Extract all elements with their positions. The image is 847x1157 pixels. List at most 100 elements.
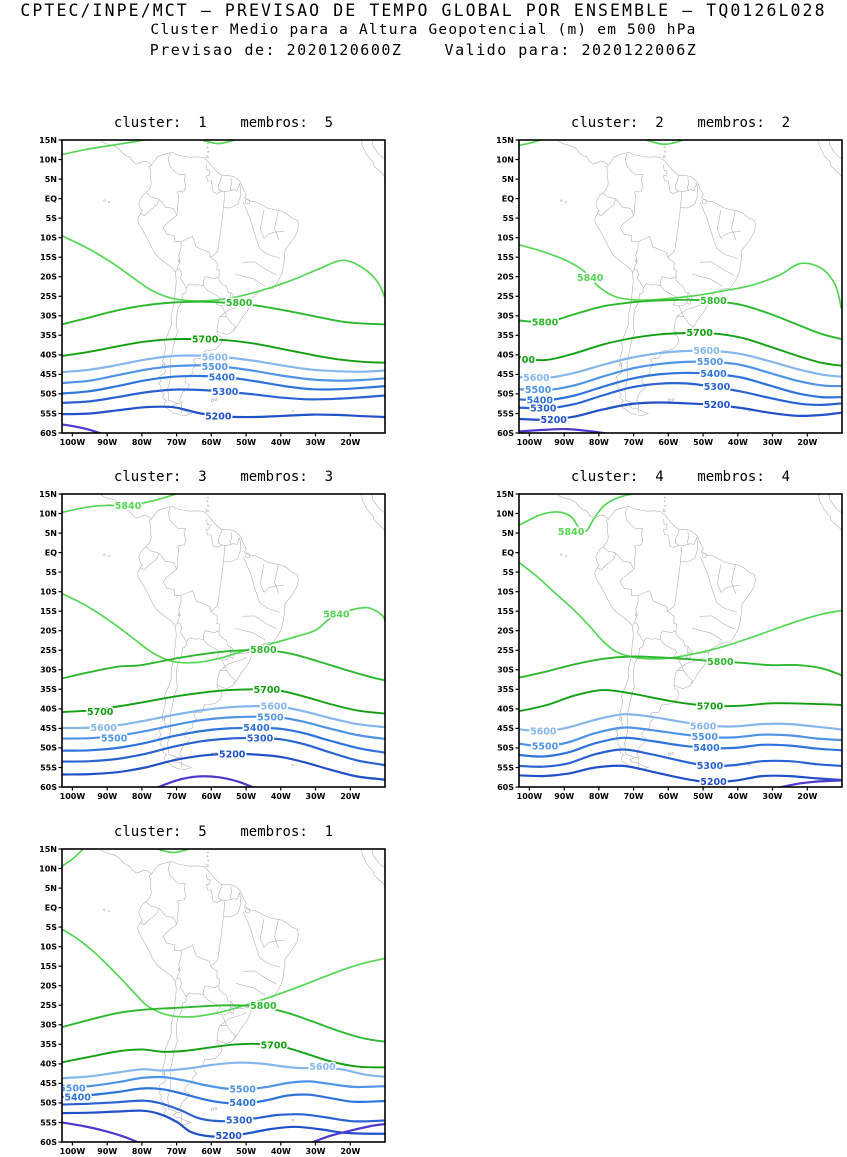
island-speck: [618, 717, 622, 721]
border-path: [140, 907, 159, 926]
island-speck: [634, 613, 638, 616]
border-path: [680, 190, 689, 192]
lat-tick-label: 15N: [496, 136, 514, 145]
lat-tick-label: 50S: [497, 744, 514, 753]
lat-tick-label: 10N: [39, 864, 57, 873]
border-path: [167, 287, 187, 404]
lat-tick-label: 35S: [497, 331, 514, 340]
border-path: [597, 198, 616, 217]
border-path: [667, 207, 681, 258]
island-speck: [748, 763, 751, 767]
africa-coast-path: [818, 494, 842, 532]
border-path: [140, 198, 159, 217]
border-path: [216, 1014, 228, 1041]
africa-inner-path: [371, 140, 385, 160]
lon-tick-label: 40W: [271, 1147, 291, 1155]
contour-path-5840: [519, 561, 842, 660]
contour-label-5800: 5800: [700, 296, 727, 307]
lon-tick-label: 70W: [167, 438, 187, 446]
lon-tick-label: 100W: [517, 438, 543, 446]
lon-tick-label: 80W: [589, 438, 609, 446]
lat-tick-label: 15N: [39, 490, 57, 499]
border-path: [274, 564, 279, 594]
island-speck: [103, 199, 106, 202]
contour-path-5100: [310, 1122, 385, 1142]
border-path: [217, 529, 222, 546]
lat-tick-label: 25S: [40, 646, 57, 655]
coastline-path: [594, 152, 756, 416]
border-path: [243, 911, 281, 968]
lat-tick-label: 45S: [40, 724, 57, 733]
lon-tick-label: 90W: [97, 792, 117, 800]
border-path: [700, 556, 738, 613]
border-path: [226, 1025, 236, 1040]
island-speck: [206, 851, 209, 854]
border-path: [177, 622, 220, 643]
contour-path-5300: [62, 1099, 385, 1123]
contour-label-5700: 5700: [87, 707, 114, 718]
lat-tick-label: 40S: [40, 1060, 57, 1069]
contour-label-5200: 5200: [540, 415, 567, 426]
cluster-panel-1: 5800 5700 5600 5500 5400 5300 5200 15N 10N 5N EQ 5S…: [20, 114, 388, 446]
contour-label-5700: 5700: [261, 1041, 288, 1052]
central-america-path: [99, 849, 152, 875]
lon-tick-label: 100W: [60, 438, 86, 446]
island-speck: [291, 763, 294, 767]
lon-tick-label: 60W: [201, 438, 221, 446]
island-speck: [245, 553, 251, 559]
border-path: [180, 945, 220, 986]
contour-path-5700: [62, 338, 385, 364]
contour-label-5400: 5400: [229, 1098, 256, 1109]
island-speck: [565, 201, 567, 204]
africa-inner-path: [371, 494, 385, 514]
lat-tick-label: 55S: [40, 409, 57, 418]
lat-tick-label: 40S: [497, 705, 514, 714]
lat-tick-label: 10N: [39, 155, 57, 164]
lat-tick-label: 15S: [40, 253, 57, 262]
border-path: [637, 590, 677, 631]
contour-path-5300: [62, 736, 385, 767]
contour-layer: 5840580058005700570056005600550055005400…: [519, 140, 842, 433]
border-path: [242, 970, 277, 985]
island-speck: [634, 259, 638, 262]
border-path: [162, 923, 182, 982]
contour-label-5800: 5800: [532, 317, 559, 328]
lat-tick-label: 20S: [497, 273, 514, 282]
lat-tick-label: 35S: [40, 1040, 57, 1049]
lat-tick-label: 30S: [497, 666, 514, 675]
border-path: [206, 518, 224, 548]
contour-path-5200: [62, 1109, 385, 1138]
lat-tick-label: 50S: [40, 1099, 57, 1108]
island-speck: [214, 1107, 218, 1110]
contour-label-5300: 5300: [212, 387, 239, 398]
map-frame: [61, 139, 386, 434]
border-path: [177, 268, 220, 289]
island-speck: [177, 613, 181, 616]
island-speck: [245, 908, 251, 914]
lat-tick-label: 25S: [497, 646, 514, 655]
contour-label-5800: 5800: [707, 657, 734, 668]
lon-tick-label: 30W: [306, 438, 326, 446]
contour-label-5400: 5400: [209, 372, 236, 383]
border-path: [716, 564, 741, 593]
border-path: [216, 305, 228, 332]
island-speck: [108, 201, 110, 204]
island-speck: [618, 363, 622, 367]
contour-path-5600: [519, 349, 842, 380]
lon-tick-label: 50W: [693, 438, 713, 446]
contour-path-5400: [62, 374, 385, 395]
contour-label-5840: 5840: [577, 273, 604, 284]
contour-label-5500: 5500: [257, 712, 284, 723]
contour-path-5200: [519, 764, 842, 784]
contour-path-5100: [155, 775, 255, 787]
border-path: [716, 210, 741, 239]
panel-title-cluster-4: cluster: 4 membros: 4: [570, 469, 791, 485]
island-speck: [662, 509, 666, 513]
lat-tick-label: 15N: [496, 490, 514, 499]
contour-label-5840: 5840: [115, 501, 142, 512]
contour-path-5200: [519, 401, 842, 421]
border-path: [206, 164, 224, 194]
contour-path-5500: [62, 1075, 385, 1091]
